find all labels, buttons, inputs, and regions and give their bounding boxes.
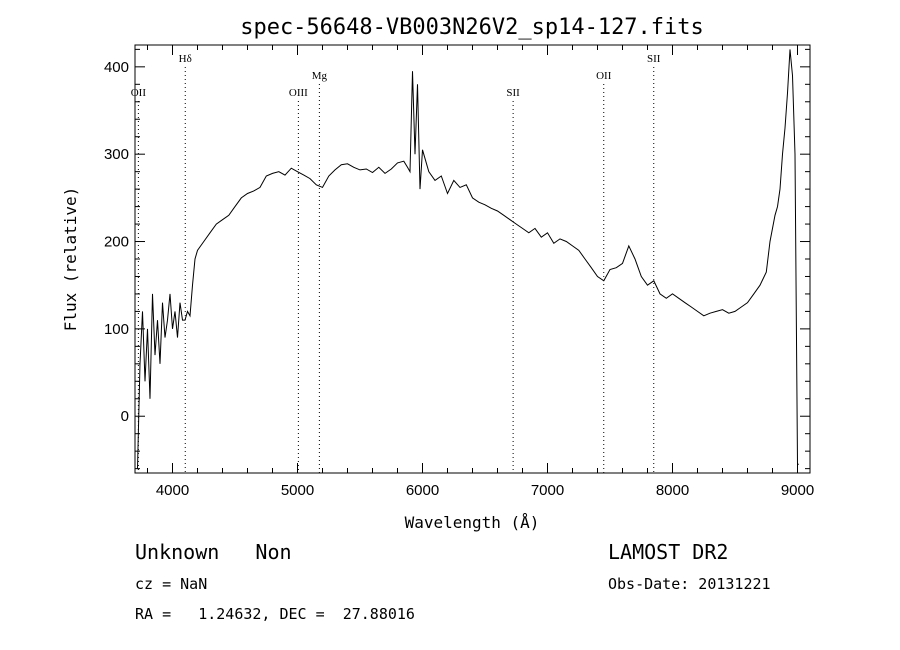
y-axis-label: Flux (relative) <box>61 187 80 332</box>
y-tick-label: 100 <box>104 321 129 338</box>
line-marker-label: Hδ <box>179 53 192 65</box>
survey-label: LAMOST DR2 <box>608 540 729 564</box>
line-marker-label: OII <box>131 87 147 99</box>
line-marker-label: OIII <box>289 87 308 99</box>
plot-area <box>134 44 811 474</box>
y-tick-label: 0 <box>121 408 129 425</box>
line-marker-label: Mg <box>312 70 328 82</box>
line-marker-label: SII <box>506 87 520 99</box>
spectrum-line-0 <box>137 49 799 469</box>
x-tick-label: 5000 <box>281 482 314 499</box>
x-tick-label: 7000 <box>531 482 564 499</box>
chart-title: spec-56648-VB003N26V2_sp14-127.fits <box>240 15 704 40</box>
y-tick-label: 300 <box>104 146 129 163</box>
x-tick-label: 4000 <box>156 482 189 499</box>
axis-ticks: 4000 5000 6000 7000 8000 9000 0 100 200 300 400 <box>104 45 814 499</box>
y-tick-label: 400 <box>104 59 129 76</box>
x-tick-label: 8000 <box>656 482 689 499</box>
y-tick-label: 200 <box>104 234 129 251</box>
line-marker-label: OII <box>596 70 612 82</box>
x-tick-label: 6000 <box>406 482 439 499</box>
cz-label: cz = NaN <box>135 575 208 593</box>
radec-label: RA = 1.24632, DEC = 27.88016 <box>135 605 415 623</box>
x-axis-label: Wavelength (Å) <box>405 513 540 532</box>
plot-frame <box>134 44 811 474</box>
x-tick-label: 9000 <box>781 482 814 499</box>
line-marker-label: SII <box>647 53 661 65</box>
obsdate-label: Obs-Date: 20131221 <box>608 575 771 593</box>
class-label: Unknown Non <box>135 540 292 564</box>
emission-lines: OII Hδ OIII Mg SII OII SII <box>131 53 661 473</box>
